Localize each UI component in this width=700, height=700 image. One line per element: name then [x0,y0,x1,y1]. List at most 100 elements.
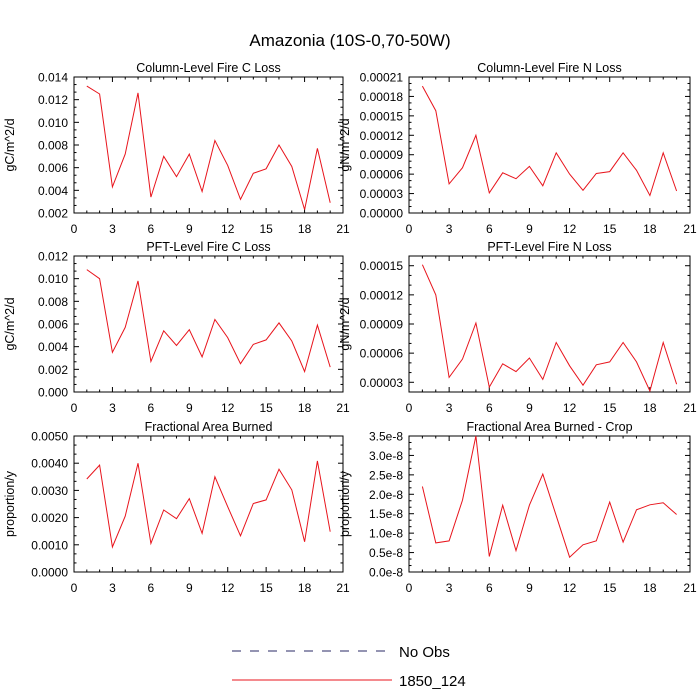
y-axis-label: gN/m^2/d [338,297,352,350]
x-tick-label: 12 [221,222,235,236]
y-tick-label: 0.00015 [360,109,404,123]
panels: Column-Level Fire C Loss gC/m^2/d 0 3 6 9 12 15… [3,61,697,595]
y-tick-label: 0.000 [38,386,68,400]
x-tick-label: 21 [336,222,350,236]
x-tick-label: 12 [221,401,235,415]
chart-panel-2: Column-Level Fire N Loss gN/m^2/d 0 3 6 9 12 15… [338,61,697,236]
y-tick-label: 0.008 [38,295,68,309]
y-tick-label: 0.002 [38,207,68,221]
x-tick-label: 12 [221,581,235,595]
x-tick-label: 3 [446,222,453,236]
x-tick-label: 3 [446,581,453,595]
y-tick-label: 0.0040 [31,457,68,471]
x-tick-label: 6 [148,401,155,415]
series-line-1850-124 [421,85,678,197]
y-tick-label: 0.012 [38,250,68,264]
x-tick-label: 21 [683,222,697,236]
x-tick-label: 0 [71,222,78,236]
panel-title: PFT-Level Fire C Loss [146,240,270,254]
y-tick-label: 0.5e-8 [369,546,403,560]
y-tick-label: 0.010 [38,272,68,286]
chart-panel-4: PFT-Level Fire N Loss gN/m^2/d 0 3 6 9 12 15 18 2… [338,240,697,415]
x-tick-label: 3 [109,401,116,415]
x-tick-label: 6 [486,401,493,415]
y-tick-label: 0.010 [38,116,68,130]
x-tick-label: 12 [563,401,577,415]
x-tick-label: 3 [109,222,116,236]
x-tick-label: 21 [336,401,350,415]
x-tick-label: 15 [259,222,273,236]
series-line-1850-124 [421,435,677,559]
x-tick-label: 3 [446,401,453,415]
x-tick-label: 6 [148,581,155,595]
y-tick-label: 2.5e-8 [369,468,403,482]
y-tick-label: 0.006 [38,161,68,175]
x-tick-label: 6 [486,222,493,236]
y-axis-label: gC/m^2/d [3,297,17,350]
y-tick-label: 3.5e-8 [369,430,403,444]
x-tick-label: 6 [148,222,155,236]
chart-panel-5: Fractional Area Burned proportion/y 0 3 6 9 12… [3,420,350,595]
x-tick-label: 21 [336,581,350,595]
y-tick-label: 3.0e-8 [369,449,403,463]
panel-title: Fractional Area Burned - Crop [466,420,632,434]
y-axis-label: proportion/y [338,470,352,537]
y-tick-label: 0.00012 [360,129,404,143]
y-tick-label: 0.012 [38,93,68,107]
x-tick-label: 15 [603,401,617,415]
x-tick-label: 9 [526,401,533,415]
x-tick-label: 0 [406,581,413,595]
legend-label-no-obs: No Obs [399,644,450,661]
x-tick-label: 0 [406,222,413,236]
y-tick-label: 0.006 [38,318,68,332]
x-tick-label: 6 [486,581,493,595]
x-tick-label: 0 [71,581,78,595]
y-tick-label: 0.00018 [360,90,404,104]
y-tick-label: 0.00003 [360,187,404,201]
y-tick-label: 0.00000 [360,207,404,221]
x-tick-label: 18 [643,222,657,236]
x-tick-label: 0 [406,401,413,415]
y-tick-label: 0.004 [38,340,68,354]
series-line-1850-124 [86,460,331,549]
x-tick-label: 9 [526,222,533,236]
chart-panel-6: Fractional Area Burned - Crop proportion/… [338,420,697,595]
x-tick-label: 0 [71,401,78,415]
y-tick-label: 0.00015 [360,259,404,273]
x-tick-label: 9 [186,222,193,236]
y-axis-label: gC/m^2/d [3,118,17,171]
y-tick-label: 0.014 [38,71,68,85]
y-axis-label: gN/m^2/d [338,118,352,171]
y-tick-label: 0.00021 [360,71,404,85]
chart-panel-1: Column-Level Fire C Loss gC/m^2/d 0 3 6 9 12 15… [3,61,350,236]
panel-title: Column-Level Fire C Loss [136,61,281,75]
y-tick-label: 0.00012 [360,288,404,302]
x-tick-label: 15 [259,401,273,415]
y-tick-label: 0.0020 [31,511,68,525]
y-tick-label: 0.00009 [360,148,404,162]
y-tick-label: 0.004 [38,184,68,198]
y-tick-label: 0.00009 [360,318,404,332]
y-tick-label: 0.0000 [31,566,68,580]
x-tick-label: 9 [186,401,193,415]
y-tick-label: 0.0030 [31,484,68,498]
x-tick-label: 9 [186,581,193,595]
y-tick-label: 0.002 [38,363,68,377]
x-tick-label: 18 [643,581,657,595]
y-tick-label: 0.0e-8 [369,566,403,580]
y-tick-label: 0.00003 [360,376,404,390]
x-tick-label: 18 [643,401,657,415]
x-tick-label: 18 [298,401,312,415]
x-tick-label: 15 [603,222,617,236]
y-tick-label: 1.5e-8 [369,507,403,521]
y-tick-label: 0.0010 [31,538,68,552]
plot-frame [408,435,691,573]
plot-frame [73,435,344,573]
figure-title: Amazonia (10S-0,70-50W) [249,31,450,50]
x-tick-label: 3 [109,581,116,595]
series-line-1850-124 [86,85,331,210]
x-tick-label: 12 [563,581,577,595]
y-tick-label: 2.0e-8 [369,488,403,502]
